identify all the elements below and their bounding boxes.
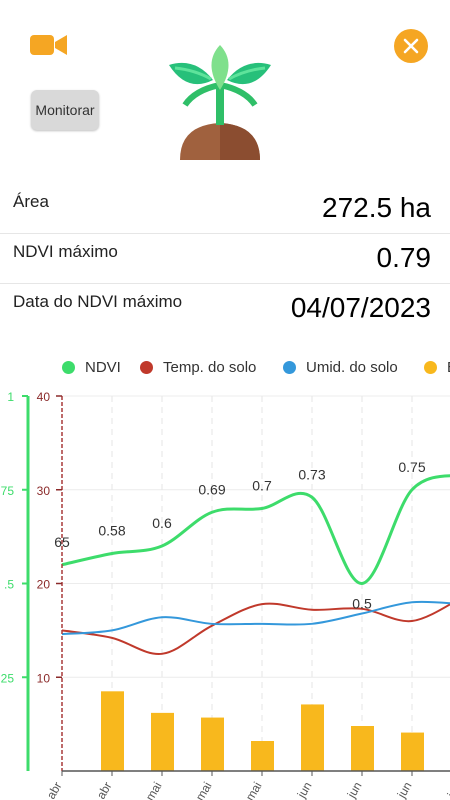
ndvi-data-label: 0.5	[352, 596, 372, 612]
temp-line	[61, 602, 450, 655]
bar-series	[101, 691, 424, 771]
x-tick-label: mai	[193, 780, 215, 800]
ndvi-tick-label: 1	[7, 390, 14, 404]
ndvi-data-label: 0.58	[98, 523, 125, 539]
ndvi-date-label: Data do NDVI máximo	[13, 292, 183, 311]
legend-dot-ndvi	[62, 361, 75, 374]
legend-item-temp[interactable]: Temp. do solo	[140, 359, 256, 376]
legend-label-umid: Umid. do solo	[306, 359, 398, 376]
bar	[101, 691, 124, 771]
ndvi-data-label: 0.73	[298, 466, 325, 482]
chart-axes: 1 75 .5 25 40 30 20 10 abr abr mai mai mai jun jun jun j…	[1, 390, 450, 800]
legend-item-umid[interactable]: Umid. do solo	[283, 359, 398, 376]
data-labels: 650.580.60.690.70.730.50.750	[54, 459, 426, 612]
ndvi-data-label: 0.7	[252, 478, 272, 494]
x-tick-label: abr	[44, 779, 65, 800]
chart-legend: NDVI Temp. do solo Umid. do solo E	[0, 357, 450, 379]
ndvi-data-label: 0.75	[398, 459, 425, 475]
umid-line	[61, 600, 450, 636]
bar	[151, 712, 174, 771]
ndvi-tick-label: 75	[1, 484, 15, 498]
area-value: 272.5 ha	[322, 192, 431, 223]
bar	[301, 704, 324, 771]
ndvi-chart: 1 75 .5 25 40 30 20 10 abr abr mai mai mai jun jun jun j…	[1, 390, 450, 800]
ndvi-data-label: 0.69	[198, 481, 225, 497]
legend-item-ndvi[interactable]: NDVI	[62, 359, 121, 376]
temp-tick-label: 10	[37, 671, 51, 685]
ndvi-data-label: 0.6	[152, 515, 172, 531]
video-camera-icon[interactable]	[30, 33, 68, 57]
legend-label-temp: Temp. do solo	[163, 359, 257, 376]
ndvi-tick-label: 25	[1, 671, 15, 685]
ndvi-tick-label: .5	[4, 578, 14, 592]
x-tick-label: jun	[294, 780, 315, 800]
bar	[201, 717, 224, 771]
temp-tick-label: 30	[37, 484, 51, 498]
close-icon	[403, 38, 419, 54]
temp-tick-label: 40	[37, 390, 51, 404]
legend-dot-umid	[283, 361, 296, 374]
area-label: Área	[13, 192, 49, 211]
line-series	[61, 474, 450, 655]
ndvi-max-label: NDVI máximo	[13, 242, 118, 261]
x-tick-label: mai	[243, 780, 265, 800]
close-button[interactable]	[394, 29, 428, 63]
legend-dot-temp	[140, 361, 153, 374]
ndvi-line	[61, 474, 450, 585]
legend-item-e[interactable]: E	[424, 359, 450, 376]
plant-sprout-icon	[169, 45, 271, 160]
x-tick-label: mai	[143, 780, 165, 800]
bar	[251, 741, 274, 771]
legend-label-e: E	[447, 359, 450, 376]
x-tick-label: jun	[394, 780, 415, 800]
info-row-area: Área 272.5 ha	[0, 184, 450, 234]
temp-tick-label: 20	[37, 578, 51, 592]
x-tick-label: jun	[444, 780, 450, 800]
x-tick-label: abr	[94, 779, 115, 800]
bar	[401, 732, 424, 771]
info-row-ndvi-max: NDVI máximo 0.79	[0, 234, 450, 284]
x-tick-label: jun	[344, 780, 365, 800]
ndvi-max-value: 0.79	[376, 242, 432, 273]
monitor-button[interactable]: Monitorar	[31, 90, 99, 130]
ndvi-data-label: 65	[54, 534, 70, 550]
legend-label-ndvi: NDVI	[85, 359, 121, 376]
ndvi-date-value: 04/07/2023	[290, 292, 431, 323]
bar	[351, 726, 374, 771]
legend-dot-e	[424, 361, 437, 374]
info-row-ndvi-date: Data do NDVI máximo 04/07/2023	[0, 284, 450, 333]
